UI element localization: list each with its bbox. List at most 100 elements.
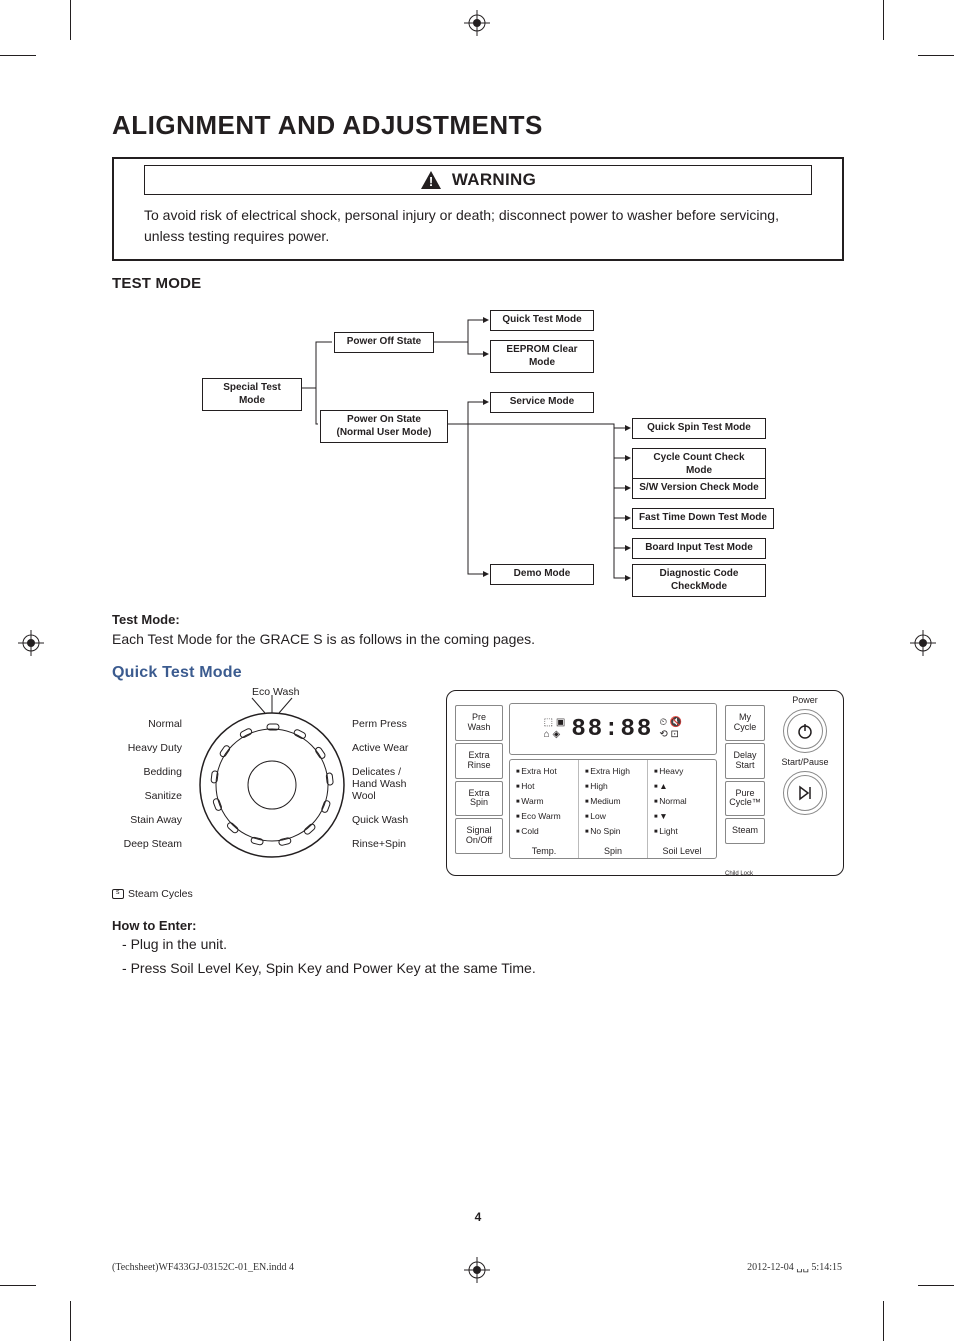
option-item: Hot xyxy=(516,781,572,791)
steam-cycles-label: Steam Cycles xyxy=(112,888,193,900)
flow-node-fasttime: Fast Time Down Test Mode xyxy=(632,508,774,529)
flow-node-cycle: Cycle Count Check Mode xyxy=(632,448,766,481)
flow-node-eeprom: EEPROM ClearMode xyxy=(490,340,594,373)
warning-text: To avoid risk of electrical shock, perso… xyxy=(114,205,842,247)
dial-label-right: Active Wear xyxy=(352,742,408,754)
warning-header: ! WARNING xyxy=(144,165,812,195)
flow-node-power_on: Power On State(Normal User Mode) xyxy=(320,410,448,443)
page-content: ALIGNMENT AND ADJUSTMENTS ! WARNING To a… xyxy=(112,110,844,981)
flow-node-diag: Diagnostic CodeCheckMode xyxy=(632,564,766,597)
panel-button: SignalOn/Off xyxy=(455,818,503,854)
temp-footer: Temp. xyxy=(516,842,572,856)
soil-footer: Soil Level xyxy=(654,842,710,856)
option-item: High xyxy=(585,781,641,791)
option-item: ▼ xyxy=(654,811,710,821)
flow-node-special: Special Test Mode xyxy=(202,378,302,411)
dial-label-right: Quick Wash xyxy=(352,814,408,826)
dial-label-right: Rinse+Spin xyxy=(352,838,406,850)
how-to-enter-subhead: How to Enter: xyxy=(112,918,844,933)
option-item: Medium xyxy=(585,796,641,806)
dial-label-right: Perm Press xyxy=(352,718,407,730)
power-button xyxy=(783,709,827,753)
svg-text:!: ! xyxy=(429,174,433,189)
option-item: Low xyxy=(585,811,641,821)
child-lock-label: Child Lock xyxy=(725,871,753,877)
start-pause-button xyxy=(783,771,827,815)
registration-mark-icon xyxy=(464,10,490,36)
panel-button: Steam xyxy=(725,818,765,844)
dial-label-left: Sanitize xyxy=(145,790,182,802)
steam-icon xyxy=(112,889,124,899)
option-item: Warm xyxy=(516,796,572,806)
panel-button: MyCycle xyxy=(725,705,765,741)
page-number: 4 xyxy=(112,1210,844,1224)
panel-button: ExtraRinse xyxy=(455,743,503,779)
panel-button: DelayStart xyxy=(725,743,765,779)
crop-mark xyxy=(70,1301,71,1341)
spin-footer: Spin xyxy=(585,842,641,856)
dial-label-left: Stain Away xyxy=(130,814,182,826)
option-item: No Spin xyxy=(585,826,641,836)
crop-mark xyxy=(70,0,71,40)
crop-mark xyxy=(918,55,954,56)
power-start-group: Power Start/Pause xyxy=(775,695,835,815)
test-mode-subhead: Test Mode: xyxy=(112,612,844,627)
flow-node-board: Board Input Test Mode xyxy=(632,538,766,559)
option-item: Heavy xyxy=(654,766,710,776)
option-item: Extra High xyxy=(585,766,641,776)
play-pause-icon xyxy=(796,784,814,802)
test-mode-body: Each Test Mode for the GRACE S is as fol… xyxy=(112,629,844,650)
flow-node-quick: Quick Test Mode xyxy=(490,310,594,331)
power-icon xyxy=(796,722,814,740)
flow-node-swver: S/W Version Check Mode xyxy=(632,478,766,499)
how-to-enter-item: Press Soil Level Key, Spin Key and Power… xyxy=(122,957,844,981)
crop-mark xyxy=(0,55,36,56)
crop-mark xyxy=(0,1285,36,1286)
flowchart: Special Test Mode Power Off State Power On… xyxy=(112,300,844,600)
dial-top-label: Eco Wash xyxy=(252,686,299,698)
section-heading-quick-test: Quick Test Mode xyxy=(112,664,844,682)
crop-mark xyxy=(883,1301,884,1341)
dial-label-left: Normal xyxy=(148,718,182,730)
how-to-enter-item: Plug in the unit. xyxy=(122,933,844,957)
option-item: Cold xyxy=(516,826,572,836)
flow-node-service: Service Mode xyxy=(490,392,594,413)
page-title: ALIGNMENT AND ADJUSTMENTS xyxy=(112,110,844,141)
option-item: Eco Warm xyxy=(516,811,572,821)
panel-button: PureCycle™ xyxy=(725,781,765,817)
footer-timestamp: 2012-12-04 ␣␣ 5:14:15 xyxy=(747,1262,842,1273)
flow-node-power_off: Power Off State xyxy=(334,332,434,353)
time-display: ⬚ ▣⌂ ◈ 88:88 ⏲ 🔇⟲ ⊡ xyxy=(509,703,717,755)
options-grid: Extra Hot Hot Warm Eco Warm Cold Temp. Extra … xyxy=(509,759,717,859)
registration-mark-icon xyxy=(18,630,44,656)
crop-mark xyxy=(918,1285,954,1286)
option-item: Normal xyxy=(654,796,710,806)
panel-button: PreWash xyxy=(455,705,503,741)
display-icons-right-icon: ⏲ 🔇⟲ ⊡ xyxy=(659,717,682,741)
option-item: Extra Hot xyxy=(516,766,572,776)
section-heading-test-mode: TEST MODE xyxy=(112,275,844,292)
display-icons-left-icon: ⬚ ▣⌂ ◈ xyxy=(544,717,566,741)
print-footer: (Techsheet)WF433GJ-03152C-01_EN.indd 4 2… xyxy=(112,1262,842,1273)
option-item: ▲ xyxy=(654,781,710,791)
start-pause-label: Start/Pause xyxy=(781,757,828,767)
dial-label-right: Delicates /Hand Wash xyxy=(352,766,406,790)
dial-label-left: Deep Steam xyxy=(124,838,182,850)
warning-label: WARNING xyxy=(452,170,536,190)
panel-button: ExtraSpin xyxy=(455,781,503,817)
dial-label-left: Bedding xyxy=(143,766,182,778)
dial-label-left: Heavy Duty xyxy=(128,742,182,754)
control-panel-illustration: Normal Heavy Duty Bedding Sanitize Stain Awa… xyxy=(112,690,844,900)
dial-label-right: Wool xyxy=(352,790,376,802)
warning-box: ! WARNING To avoid risk of electrical sh… xyxy=(112,157,844,261)
display-time: 88:88 xyxy=(571,716,653,743)
control-panel: PreWashExtraRinseExtraSpinSignalOn/Off ⬚… xyxy=(446,690,844,876)
footer-filename: (Techsheet)WF433GJ-03152C-01_EN.indd 4 xyxy=(112,1262,294,1273)
how-to-enter-list: Plug in the unit.Press Soil Level Key, S… xyxy=(112,933,844,981)
flow-node-quickspin: Quick Spin Test Mode xyxy=(632,418,766,439)
cycle-dial: Normal Heavy Duty Bedding Sanitize Stain Awa… xyxy=(112,690,422,900)
power-label: Power xyxy=(792,695,818,705)
warning-triangle-icon: ! xyxy=(420,170,442,190)
registration-mark-icon xyxy=(910,630,936,656)
flow-node-demo: Demo Mode xyxy=(490,564,594,585)
